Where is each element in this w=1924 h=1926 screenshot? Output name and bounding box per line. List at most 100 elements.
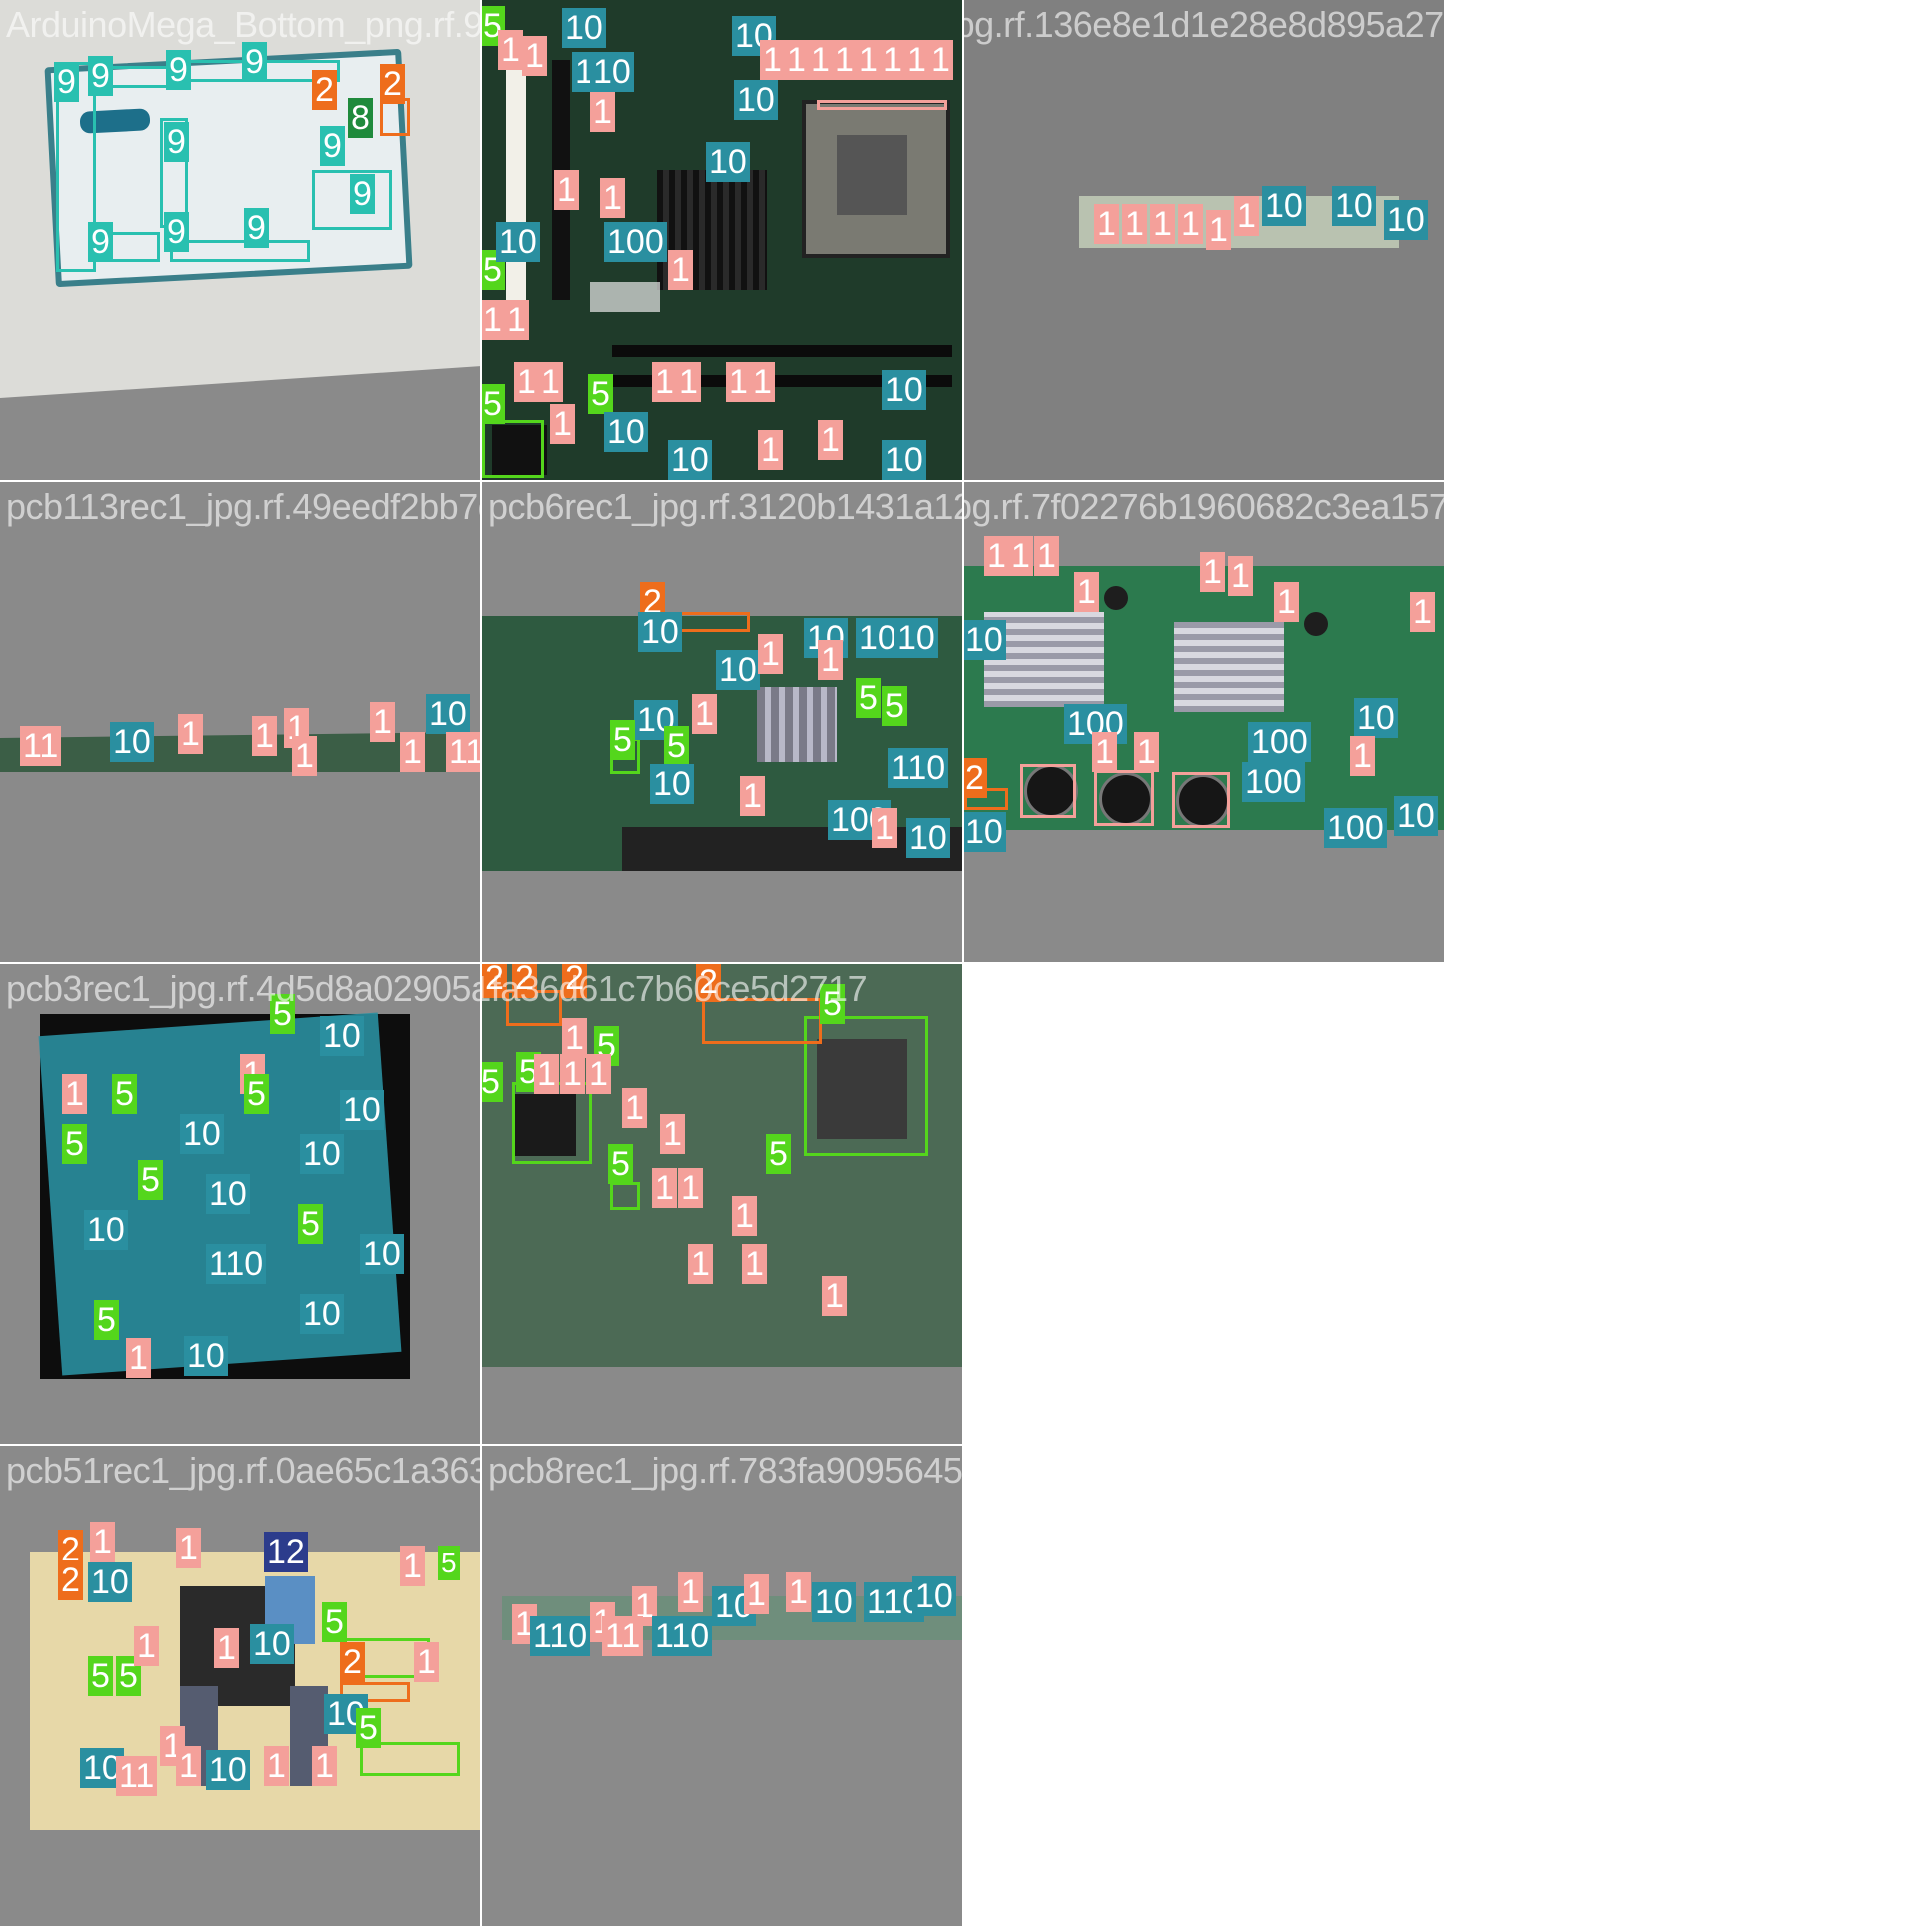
class-label: 10 — [360, 1234, 404, 1274]
class-label: 1 — [1092, 732, 1117, 772]
class-label: 1 — [856, 40, 881, 80]
class-label: 1 — [740, 776, 765, 816]
class-label: 9 — [164, 122, 189, 162]
class-label: 10 — [1394, 796, 1438, 836]
heatsink — [1174, 622, 1284, 712]
class-label: 5 — [270, 994, 295, 1034]
class-label: 1 — [818, 640, 843, 680]
class-label: 1 — [400, 1546, 425, 1586]
class-label: 10 — [300, 1134, 344, 1174]
class-label: 1 — [90, 1522, 115, 1562]
class-label: 1 — [176, 1528, 201, 1568]
class-label: 1 — [678, 1168, 703, 1208]
class-label: 1 — [1094, 204, 1119, 244]
mosaic-tile-pcb8: 1 1 1 1 110 11 110 10 1 1 10 110 10 pcb8… — [482, 1446, 962, 1926]
class-label: 1 — [264, 1746, 289, 1786]
class-label: 10 — [882, 370, 926, 410]
class-label: 1 — [1008, 536, 1033, 576]
mosaic-tile-pcb11: 1 1 1 1 1 1 1 1 10 100 1 2 10 100 100 10… — [964, 482, 1444, 962]
class-label: 1 — [1350, 736, 1375, 776]
class-label: 2 — [58, 1560, 83, 1600]
class-label: 10 — [180, 1114, 224, 1154]
class-label: 1 — [742, 1244, 767, 1284]
class-label: 10 — [1384, 200, 1428, 240]
bbox — [360, 1742, 460, 1776]
capacitor — [1304, 612, 1328, 636]
class-label: 1 — [758, 634, 783, 674]
class-label: 10 — [964, 812, 1006, 852]
main-chip — [514, 1094, 576, 1156]
class-label: 110 — [888, 748, 949, 788]
bbox — [340, 1682, 410, 1702]
class-label: 10 — [320, 1016, 364, 1056]
class-label: 100 — [604, 222, 667, 262]
class-label: 5 — [88, 1656, 113, 1696]
class-label: 2 — [380, 64, 405, 104]
class-label: 1 — [652, 1168, 677, 1208]
class-label: 100 — [1324, 808, 1387, 848]
class-label: 9 — [166, 50, 191, 90]
class-label: 5 — [322, 1602, 347, 1642]
bbox — [1172, 772, 1230, 828]
class-label: 5 — [94, 1300, 119, 1340]
class-label: 100 — [1248, 722, 1311, 762]
class-label: 1 — [832, 40, 857, 80]
class-label: 2 — [312, 70, 337, 110]
mosaic-tile-pcb3: 5 1 1 10 10 5 10 5 10 5 10 5 10 5 110 10… — [0, 964, 480, 1444]
tile-title: pcb113rec1_jpg.rf.49eedf2bb7db8b2ade9ed3… — [6, 486, 480, 527]
class-label: 10 — [812, 1582, 856, 1622]
class-label: 10 — [912, 1576, 956, 1616]
class-label: 10 — [426, 694, 470, 734]
tile-title: pcb61rec1_jpg.rf.21fa36d61c7b60ce5d2717 — [482, 968, 868, 1009]
class-label: 1 — [676, 362, 701, 402]
capacitor — [1104, 586, 1128, 610]
class-label: 1 — [1206, 210, 1231, 250]
class-label: 1 — [692, 694, 717, 734]
class-label: 1 — [818, 420, 843, 460]
class-label: 5 — [608, 1144, 633, 1184]
tile-title: pcb8rec1_jpg.rf.783fa9095645fbed4e05ac8 — [488, 1450, 962, 1491]
class-label: 10 — [184, 1336, 228, 1376]
mosaic-tile-arduino: 9 9 9 9 2 2 8 9 9 9 9 9 9 9 ArduinoMega_… — [0, 0, 480, 480]
class-label: 9 — [242, 42, 267, 82]
class-label: 1 — [600, 178, 625, 218]
class-label: 1 — [62, 1074, 87, 1114]
class-label: 1 — [590, 92, 615, 132]
class-label: 5 — [856, 678, 881, 718]
class-label: 1 — [928, 40, 953, 80]
bbox — [1020, 764, 1076, 818]
class-label: 9 — [164, 212, 189, 252]
class-label: 2 — [512, 964, 537, 998]
class-label: 5 — [882, 686, 907, 726]
capacitor — [1176, 774, 1230, 828]
class-label: 10 — [964, 620, 1006, 660]
bbox — [482, 420, 544, 478]
mosaic-tile-pcb12: 1 1 1 1 1 1 10 10 10 pcb12rec1_jpg.rf.13… — [964, 0, 1444, 480]
class-label: 1 — [750, 362, 775, 402]
class-label: 10 — [734, 80, 778, 120]
class-label: 1 — [126, 1338, 151, 1378]
class-label: 10 — [88, 1562, 132, 1602]
bbox — [170, 240, 310, 262]
class-label: 1 — [726, 362, 751, 402]
class-label: 1 — [1034, 536, 1059, 576]
class-label: 5 — [112, 1074, 137, 1114]
class-label: 10 — [716, 650, 760, 690]
mosaic-tile-pcb6: 2 10 10 10 10 5 5 10 5 5 1 10 1 10 110 1… — [482, 482, 962, 962]
tile-title: pcb12rec1_jpg.rf.136e8e1d1e28e8d895a2752 — [964, 4, 1444, 45]
class-label: 9 — [320, 126, 345, 166]
class-label: 1 — [678, 1572, 703, 1612]
class-label: 5 — [482, 1062, 503, 1102]
class-label: 1 — [668, 250, 693, 290]
class-label: 2 — [964, 758, 987, 798]
bbox — [804, 1016, 928, 1156]
tile-title: ArduinoMega_Bottom_png.rf.9e8fbe8f4cb879… — [6, 4, 480, 45]
heatsink — [757, 687, 837, 762]
class-label: 10 — [206, 1750, 250, 1790]
class-label: 1 — [1178, 204, 1203, 244]
intel-chip — [492, 425, 547, 475]
class-label: 2 — [340, 1642, 365, 1682]
class-label: 5 — [438, 1546, 460, 1580]
mosaic-tile-pcb113: 11 10 1 1 1 1 1 10 1 11 pcb113rec1_jpg.r… — [0, 482, 480, 962]
class-label: 1 — [984, 536, 1009, 576]
